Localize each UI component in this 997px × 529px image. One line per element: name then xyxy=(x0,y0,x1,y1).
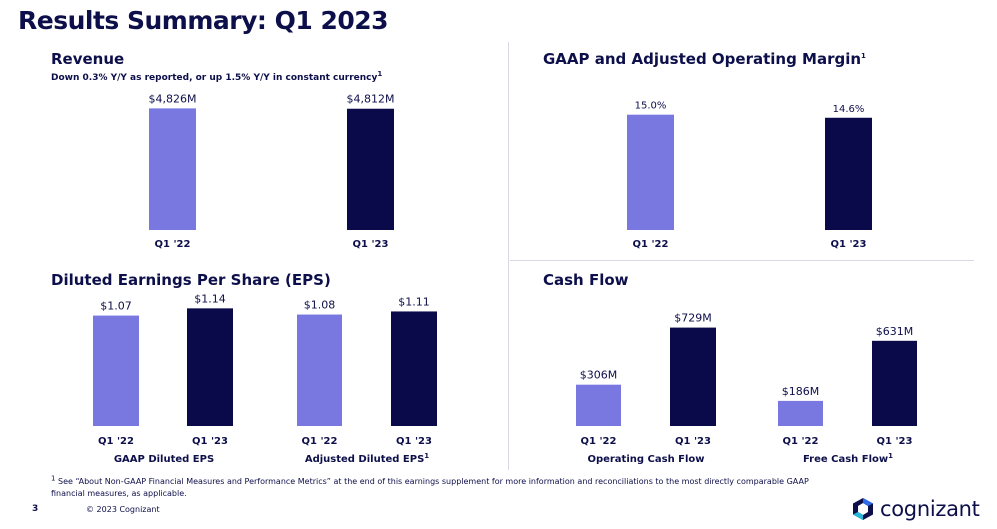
revenue-subtitle-text: Down 0.3% Y/Y as reported, or up 1.5% Y/… xyxy=(51,73,378,83)
cashflow-group2-q1-23-bar xyxy=(872,340,917,426)
cashflow-group2-q1-23-data-label: $631M xyxy=(876,325,914,338)
cognizant-logo: cognizant xyxy=(851,494,980,524)
cashflow-group1-q1-23-bar xyxy=(670,327,716,426)
footnote-marker: 1 xyxy=(51,474,56,483)
margin-title-footnote-ref: 1 xyxy=(861,52,866,60)
margin-title-text: GAAP and Adjusted Operating Margin xyxy=(543,50,862,68)
vertical-divider xyxy=(508,42,509,470)
cashflow-group2-q1-22-data-label: $186M xyxy=(782,385,820,398)
margin-q1-22-data-label: 15.0% xyxy=(635,101,667,112)
eps-group2-q1-22-tick-label: Q1 '22 xyxy=(302,436,338,447)
page-title: Results Summary: Q1 2023 xyxy=(18,6,389,35)
eps-group2-q1-22-bar xyxy=(297,314,342,426)
cognizant-logo-icon xyxy=(853,498,873,520)
logo-text: cognizant xyxy=(880,497,980,521)
margin-q1-23-data-label: 14.6% xyxy=(833,104,865,115)
revenue-q1-22-bar xyxy=(149,108,196,230)
eps-group1-q1-23-bar xyxy=(187,308,233,426)
horizontal-divider xyxy=(510,260,974,261)
cashflow-group-label-footnote-ref: 1 xyxy=(888,452,893,460)
eps-group2-q1-23-bar xyxy=(391,311,437,426)
eps-group1-q1-22-bar xyxy=(93,315,139,426)
eps-group-label: GAAP Diluted EPS xyxy=(114,454,214,465)
eps-group1-q1-22-tick-label: Q1 '22 xyxy=(98,436,134,447)
revenue-title: Revenue xyxy=(51,50,125,68)
margin-q1-23-bar xyxy=(825,117,872,230)
eps-group1-q1-22-data-label: $1.07 xyxy=(100,300,132,313)
cashflow-title: Cash Flow xyxy=(543,271,629,289)
eps-group2-q1-23-data-label: $1.11 xyxy=(398,295,430,308)
footnote-text: See “About Non-GAAP Financial Measures a… xyxy=(51,477,809,498)
revenue-q1-22-tick-label: Q1 '22 xyxy=(155,239,191,250)
copyright: © 2023 Cognizant xyxy=(86,505,160,514)
cashflow-group1-q1-22-tick-label: Q1 '22 xyxy=(581,436,617,447)
revenue-q1-23-data-label: $4,812M xyxy=(347,93,395,106)
cashflow-group2-q1-22-bar xyxy=(778,400,823,426)
cashflow-group2-q1-22-tick-label: Q1 '22 xyxy=(783,436,819,447)
footnote: 1 See “About Non-GAAP Financial Measures… xyxy=(51,474,831,500)
eps-title: Diluted Earnings Per Share (EPS) xyxy=(51,271,331,289)
cashflow-group1-q1-22-data-label: $306M xyxy=(580,369,618,382)
eps-group1-q1-23-tick-label: Q1 '23 xyxy=(192,436,228,447)
revenue-q1-23-tick-label: Q1 '23 xyxy=(353,239,389,250)
revenue-subtitle: Down 0.3% Y/Y as reported, or up 1.5% Y/… xyxy=(51,70,383,84)
revenue-q1-22-data-label: $4,826M xyxy=(149,92,197,105)
cashflow-group-label: Free Cash Flow1 xyxy=(803,452,893,465)
margin-title: GAAP and Adjusted Operating Margin1 xyxy=(543,50,866,68)
margin-q1-22-tick-label: Q1 '22 xyxy=(633,239,669,250)
cashflow-group2-q1-23-tick-label: Q1 '23 xyxy=(877,436,913,447)
revenue-q1-23-bar xyxy=(347,108,394,230)
page-number: 3 xyxy=(32,504,39,514)
cashflow-group-label: Operating Cash Flow xyxy=(587,454,704,465)
margin-q1-22-bar xyxy=(627,114,674,230)
cashflow-group1-q1-23-tick-label: Q1 '23 xyxy=(675,436,711,447)
revenue-subtitle-footnote-ref: 1 xyxy=(377,70,383,78)
eps-group2-q1-22-data-label: $1.08 xyxy=(304,299,336,312)
margin-q1-23-tick-label: Q1 '23 xyxy=(831,239,867,250)
eps-group1-q1-23-data-label: $1.14 xyxy=(194,292,226,305)
cashflow-group1-q1-22-bar xyxy=(576,384,621,426)
eps-group-label: Adjusted Diluted EPS1 xyxy=(305,452,429,465)
eps-group2-q1-23-tick-label: Q1 '23 xyxy=(396,436,432,447)
cashflow-group1-q1-23-data-label: $729M xyxy=(674,312,712,325)
eps-group-label-footnote-ref: 1 xyxy=(424,452,429,460)
